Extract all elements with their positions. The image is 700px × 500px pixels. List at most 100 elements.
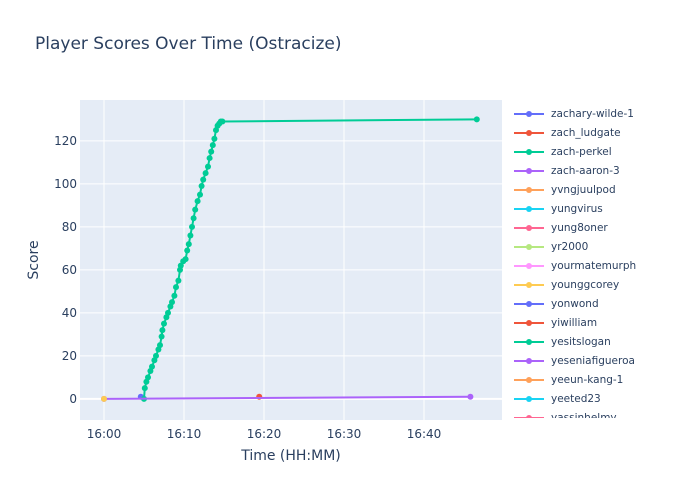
- data-point-zach-aaron-3: [467, 393, 474, 400]
- legend-swatch-icon: [514, 394, 544, 404]
- data-point-zach-perkel: [158, 333, 165, 340]
- x-tick-label: 16:30: [327, 427, 362, 441]
- data-point-zach-perkel: [473, 116, 480, 123]
- data-point-zach-perkel: [145, 374, 151, 381]
- legend-label: zach-perkel: [551, 145, 612, 158]
- data-point-zach-perkel: [206, 155, 213, 162]
- legend-swatch-icon: [514, 109, 544, 119]
- legend-swatch-icon: [514, 318, 544, 328]
- y-tick-label: 80: [62, 220, 77, 234]
- legend-swatch-icon: [514, 223, 544, 233]
- legend-item-zach-aaron-3[interactable]: zach-aaron-3: [514, 161, 700, 180]
- legend-item-yesitslogan[interactable]: yesitslogan: [514, 332, 700, 351]
- legend-item-yung8oner[interactable]: yung8oner: [514, 218, 700, 237]
- data-point-zach-perkel: [182, 256, 189, 263]
- x-tick-label: 16:20: [247, 427, 282, 441]
- legend-label: yassinhelmy: [551, 411, 617, 419]
- legend-item-yvngjuulpod[interactable]: yvngjuulpod: [514, 180, 700, 199]
- legend-item-zach-perkel[interactable]: zach-perkel: [514, 142, 700, 161]
- data-point-zach-perkel: [192, 206, 199, 213]
- x-tick-label: 16:40: [407, 427, 442, 441]
- y-tick-label: 20: [62, 349, 77, 363]
- x-axis-title: Time (HH:MM): [240, 448, 341, 464]
- data-point-zach-perkel: [194, 198, 201, 205]
- legend[interactable]: zachary-wilde-1 zach_ludgate zach-perkel za…: [514, 104, 700, 418]
- legend-item-zachary-wilde-1[interactable]: zachary-wilde-1: [514, 104, 700, 123]
- legend-swatch-icon: [514, 242, 544, 252]
- legend-item-zach_ludgate[interactable]: zach_ludgate: [514, 123, 700, 142]
- data-point-zach-perkel: [173, 284, 179, 291]
- y-tick-label: 100: [54, 177, 77, 191]
- x-tick-label: 16:10: [167, 427, 202, 441]
- legend-swatch-icon: [514, 413, 544, 418]
- data-point-zach-perkel: [184, 247, 191, 254]
- y-tick-label: 60: [62, 263, 77, 277]
- data-point-zach-perkel: [175, 277, 182, 284]
- legend-item-yeeun-kang-1[interactable]: yeeun-kang-1: [514, 370, 700, 389]
- data-point-zach-perkel: [153, 352, 159, 359]
- legend-item-yeeted23[interactable]: yeeted23: [514, 389, 700, 408]
- data-point-zach-perkel: [141, 385, 148, 392]
- data-point-zach-perkel: [197, 191, 203, 198]
- data-point-zach-perkel: [157, 342, 163, 349]
- data-point-zach-perkel: [205, 163, 211, 170]
- legend-swatch-icon: [514, 128, 544, 138]
- data-point-zach-perkel: [185, 241, 192, 248]
- legend-swatch-icon: [514, 185, 544, 195]
- data-point-zach-perkel: [219, 118, 226, 125]
- legend-item-yonwond[interactable]: yonwond: [514, 294, 700, 313]
- legend-label: yeeted23: [551, 392, 601, 405]
- legend-item-yungvirus[interactable]: yungvirus: [514, 199, 700, 218]
- legend-item-yr2000[interactable]: yr2000: [514, 237, 700, 256]
- legend-label: yungvirus: [551, 202, 603, 215]
- legend-swatch-icon: [514, 299, 544, 309]
- legend-item-yourmatemurph[interactable]: yourmatemurph: [514, 256, 700, 275]
- data-point-zach-perkel: [189, 223, 195, 230]
- legend-item-yassinhelmy[interactable]: yassinhelmy: [514, 408, 700, 418]
- legend-label: zach_ludgate: [551, 126, 621, 139]
- data-point-zach-perkel: [159, 327, 166, 334]
- legend-swatch-icon: [514, 356, 544, 366]
- legend-label: yonwond: [551, 297, 599, 310]
- legend-label: yr2000: [551, 240, 589, 253]
- y-tick-label: 40: [62, 306, 77, 320]
- data-point-zach-perkel: [200, 176, 207, 183]
- data-point-zach-perkel: [208, 148, 215, 155]
- data-point-zach-perkel: [171, 292, 178, 299]
- legend-label: yeseniafigueroa: [551, 354, 635, 367]
- legend-item-yiwilliam[interactable]: yiwilliam: [514, 313, 700, 332]
- legend-label: zach-aaron-3: [551, 164, 620, 177]
- data-point-zach-perkel: [211, 135, 218, 142]
- y-tick-label: 0: [69, 392, 77, 406]
- legend-swatch-icon: [514, 337, 544, 347]
- chart-title: Player Scores Over Time (Ostracize): [35, 34, 342, 54]
- data-point-zach-perkel: [209, 142, 216, 149]
- legend-label: yesitslogan: [551, 335, 611, 348]
- legend-item-yeseniafigueroa[interactable]: yeseniafigueroa: [514, 351, 700, 370]
- legend-swatch-icon: [514, 204, 544, 214]
- legend-swatch-icon: [514, 280, 544, 290]
- data-point-zach-perkel: [169, 299, 175, 306]
- legend-swatch-icon: [514, 261, 544, 271]
- legend-swatch-icon: [514, 147, 544, 157]
- legend-item-younggcorey[interactable]: younggcorey: [514, 275, 700, 294]
- legend-label: yourmatemurph: [551, 259, 637, 272]
- y-tick-label: 120: [54, 134, 77, 148]
- data-point-zach-perkel: [149, 363, 155, 370]
- legend-swatch-icon: [514, 166, 544, 176]
- series-line-zach-aaron-3: [103, 395, 471, 400]
- legend-label: yiwilliam: [551, 316, 598, 329]
- data-point-zach-perkel: [161, 320, 167, 327]
- data-point-zach-perkel: [187, 232, 194, 239]
- legend-label: yvngjuulpod: [551, 183, 616, 196]
- data-point-zach-perkel: [165, 309, 171, 316]
- data-point-zach-perkel: [198, 183, 205, 190]
- legend-label: zachary-wilde-1: [551, 107, 634, 120]
- y-axis-title: Score: [26, 240, 42, 279]
- legend-swatch-icon: [514, 375, 544, 385]
- data-point-zach-perkel: [190, 215, 197, 222]
- plot-background: [80, 100, 502, 420]
- data-point-zach-perkel: [202, 170, 209, 177]
